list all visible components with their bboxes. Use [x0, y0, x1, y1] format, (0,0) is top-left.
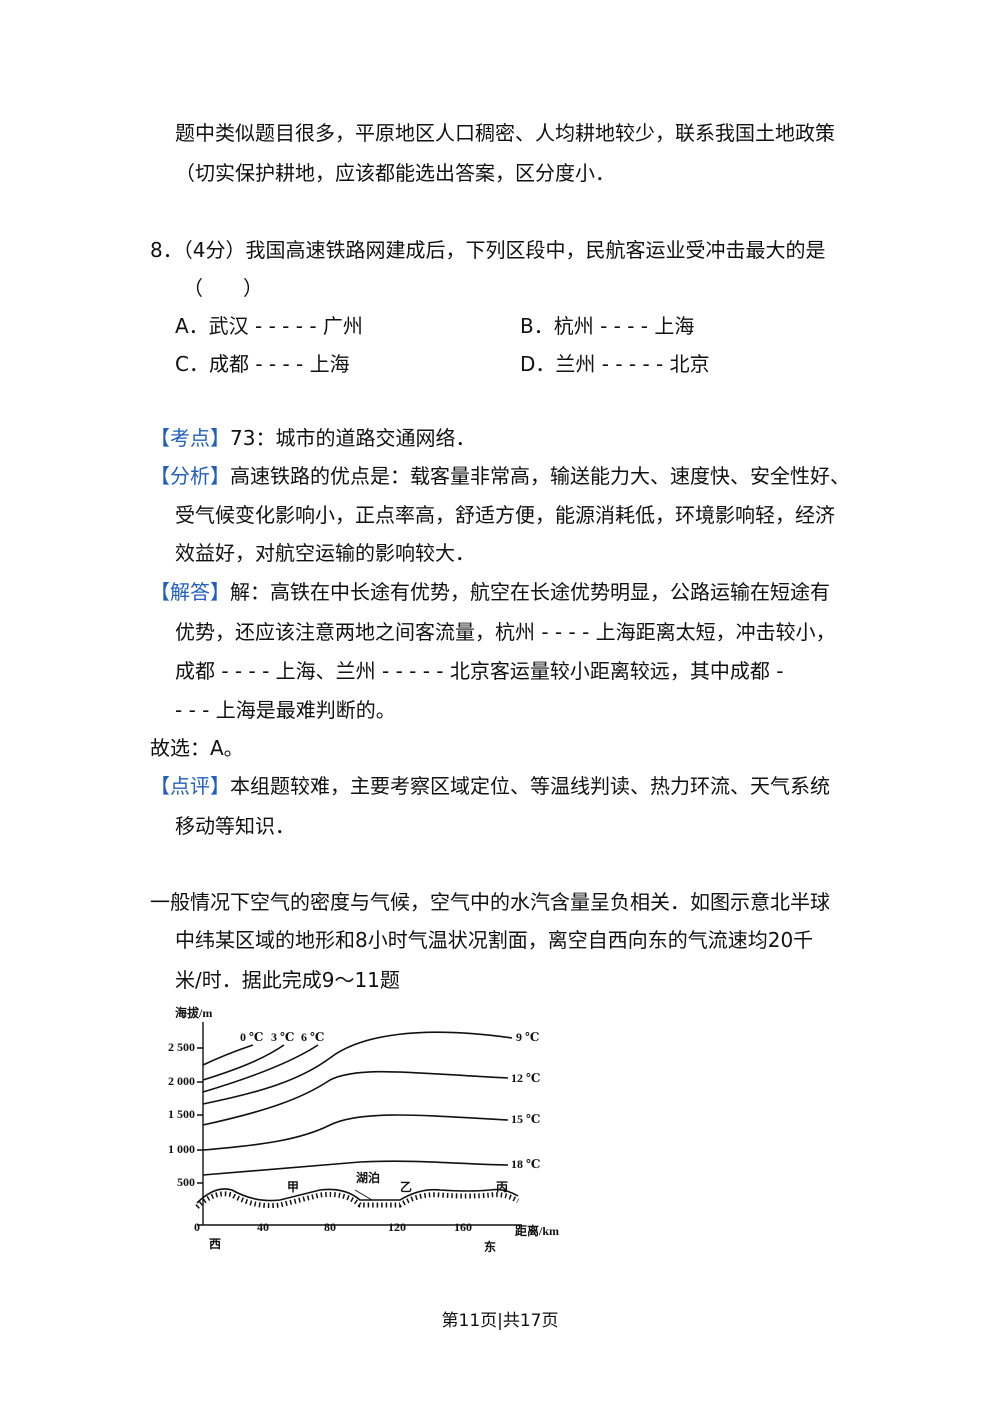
section-tag: 【解答】: [150, 580, 230, 604]
tick-label: 2 500: [168, 1040, 195, 1054]
text-line: 【解答】解：高铁在中长途有优势，航空在长途优势明显，公路运输在短途有: [150, 580, 830, 604]
isotherm: [202, 1160, 509, 1176]
text-line: 【考点】73：城市的道路交通网络．: [150, 426, 475, 450]
text-line: （切实保护耕地，应该都能选出答案，区分度小．: [175, 161, 615, 185]
text-line: 【分析】高速铁路的优点是：载客量非常高，输送能力大、速度快、安全性好、: [150, 464, 850, 488]
text-line: 【点评】本组题较难，主要考察区域定位、等温线判读、热力环流、天气系统: [150, 774, 830, 798]
question-stem: （ ）: [183, 276, 263, 300]
text-line: 移动等知识．: [175, 814, 295, 838]
isotherm: [202, 1031, 513, 1105]
text: 高速铁路的优点是：载客量非常高，输送能力大、速度快、安全性好、: [230, 464, 850, 488]
isotherm: [202, 1114, 509, 1151]
isotherm: [202, 1044, 254, 1066]
tick-label: 0: [194, 1220, 200, 1234]
option: C．成都 - - - - 上海: [175, 352, 350, 376]
isotherm: [202, 1044, 285, 1081]
isotherm-label: 12 ℃: [511, 1071, 540, 1085]
text-line: 米/时．据此完成9～11题: [175, 968, 400, 992]
text-line: 题中类似题目很多，平原地区人口稠密、人均耕地较少，联系我国土地政策: [175, 121, 835, 145]
option: B．杭州 - - - - 上海: [520, 314, 695, 338]
place-label: 甲: [287, 1180, 299, 1194]
tick-label: 1 500: [168, 1107, 195, 1121]
isotherm-label: 18 ℃: [511, 1157, 540, 1171]
option: D．兰州 - - - - - 北京: [520, 352, 710, 376]
text: 解：高铁在中长途有优势，航空在长途优势明显，公路运输在短途有: [230, 580, 830, 604]
text-line: 效益好，对航空运输的影响较大．: [175, 541, 475, 565]
isotherm: [202, 1070, 509, 1126]
tick-label: 80: [324, 1220, 336, 1234]
tick-label: 160: [454, 1220, 472, 1234]
axis: [197, 1022, 522, 1226]
section-tag: 【点评】: [150, 774, 230, 798]
tick-label: 1 000: [168, 1142, 195, 1156]
isotherm-label: 15 ℃: [511, 1112, 540, 1126]
text-line: 优势，还应该注意两地之间客流量，杭州 - - - - 上海距离太短，冲击较小，: [175, 620, 836, 644]
place-label: 湖泊: [356, 1170, 380, 1185]
text-line: 成都 - - - - 上海、兰州 - - - - - 北京客运量较小距离较远，其…: [175, 659, 784, 683]
isotherm-label: 0 ℃: [240, 1030, 263, 1044]
text-line: 中纬某区域的地形和8小时气温状况割面，离空自西向东的气流速均20千: [175, 928, 814, 952]
terrain: [196, 1188, 519, 1204]
text: 本组题较难，主要考察区域定位、等温线判读、热力环流、天气系统: [230, 774, 830, 798]
tick: [197, 1047, 203, 1184]
isotherm-label: 9 ℃: [516, 1030, 539, 1044]
tick-label: 500: [177, 1175, 195, 1189]
text-line: 故选：A。: [150, 736, 244, 760]
isotherm-label: 6 ℃: [301, 1030, 324, 1044]
tick-label: 40: [257, 1220, 269, 1234]
tick-label: 2 000: [168, 1074, 195, 1088]
direction-label: 东: [484, 1239, 496, 1254]
axis-label: 距离/km: [515, 1223, 559, 1238]
place-label: 丙: [496, 1180, 508, 1194]
tick-label: 120: [388, 1220, 406, 1234]
page-footer: 第11页|共17页: [441, 1311, 559, 1331]
place-label: 乙: [400, 1180, 412, 1194]
text-line: 受气候变化影响小，正点率高，舒适方便，能源消耗低，环境影响轻，经济: [175, 503, 835, 527]
axis-label: 海拔/m: [175, 1005, 212, 1020]
text: 73：城市的道路交通网络．: [230, 426, 476, 450]
direction-label: 西: [209, 1237, 221, 1251]
section-tag: 【分析】: [150, 464, 230, 488]
leader-line: [354, 1189, 373, 1201]
text-line: - - - 上海是最难判断的。: [175, 698, 396, 722]
question-stem: 8．（4分）我国高速铁路网建成后，下列区段中，民航客运业受冲击最大的是: [150, 238, 826, 262]
option: A．武汉 - - - - - 广州: [175, 314, 363, 338]
isotherm-label: 3 ℃: [271, 1030, 294, 1044]
isotherm: [202, 1044, 319, 1093]
section-tag: 【考点】: [150, 426, 230, 450]
text-line: 一般情况下空气的密度与气候，空气中的水汽含量呈负相关．如图示意北半球: [150, 890, 830, 914]
